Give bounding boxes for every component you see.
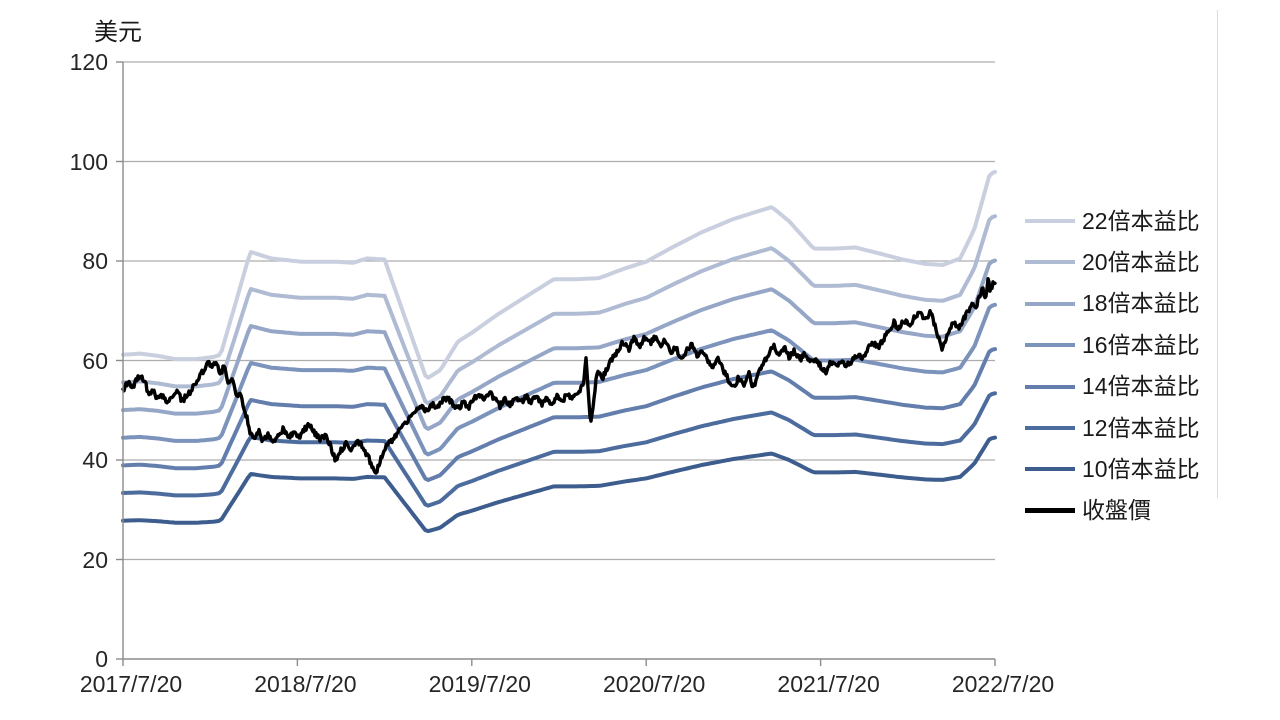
band-22x-line bbox=[121, 169, 997, 380]
legend-line-swatch bbox=[1025, 384, 1075, 389]
close-price-line bbox=[121, 277, 997, 475]
legend-line-swatch bbox=[1025, 301, 1075, 306]
legend-label: 12倍本益比 bbox=[1082, 414, 1200, 441]
legend-line-swatch bbox=[1025, 343, 1075, 348]
x-tick-label: 2019/7/20 bbox=[428, 671, 531, 697]
x-tick-label: 2017/7/20 bbox=[79, 671, 183, 697]
y-tick-label-20: 20 bbox=[82, 546, 108, 573]
y-tick-label-100: 100 bbox=[69, 148, 108, 175]
legend-item: 22倍本益比 bbox=[1025, 209, 1200, 233]
legend-label: 10倍本益比 bbox=[1082, 455, 1200, 482]
legend-item: 12倍本益比 bbox=[1025, 416, 1200, 440]
legend-label: 18倍本益比 bbox=[1082, 290, 1200, 317]
chart-area-border bbox=[1217, 10, 1218, 498]
y-tick-label-60: 60 bbox=[82, 347, 108, 374]
legend-line-swatch bbox=[1025, 467, 1075, 472]
legend-line-swatch bbox=[1025, 508, 1075, 514]
legend-label: 20倍本益比 bbox=[1082, 248, 1200, 275]
legend-item: 16倍本益比 bbox=[1025, 333, 1200, 357]
legend-label: 14倍本益比 bbox=[1082, 373, 1200, 400]
band-16x-line bbox=[121, 302, 997, 457]
legend-label: 16倍本益比 bbox=[1082, 331, 1200, 358]
y-tick-label-40: 40 bbox=[82, 447, 108, 473]
y-tick-label-120: 120 bbox=[69, 49, 108, 75]
band-18x-line bbox=[121, 258, 997, 431]
band-12x-line bbox=[121, 391, 997, 508]
legend-item: 18倍本益比 bbox=[1025, 292, 1200, 316]
y-tick-label-80: 80 bbox=[82, 248, 108, 274]
legend-item: 收盤價 bbox=[1025, 499, 1151, 523]
legend-line-swatch bbox=[1025, 260, 1075, 265]
legend-item: 10倍本益比 bbox=[1025, 457, 1200, 481]
legend-item: 14倍本益比 bbox=[1025, 375, 1200, 399]
band-20x-line bbox=[121, 214, 997, 406]
legend-line-swatch bbox=[1025, 219, 1075, 223]
legend-label: 22倍本益比 bbox=[1082, 207, 1200, 234]
legend-label: 收盤價 bbox=[1082, 497, 1151, 524]
x-tick-label: 2018/7/20 bbox=[254, 671, 357, 697]
y-tick-label-0: 0 bbox=[95, 646, 108, 672]
x-tick-label: 2020/7/20 bbox=[603, 671, 706, 697]
legend-line-swatch bbox=[1025, 426, 1075, 430]
x-tick-label: 2021/7/20 bbox=[777, 671, 880, 697]
band-14x-line bbox=[121, 347, 997, 482]
x-tick-label: 2022/7/20 bbox=[951, 671, 1055, 697]
band-10x-line bbox=[121, 435, 997, 534]
legend-item: 20倍本益比 bbox=[1025, 250, 1200, 274]
y-axis-title: 美元 bbox=[94, 19, 142, 46]
